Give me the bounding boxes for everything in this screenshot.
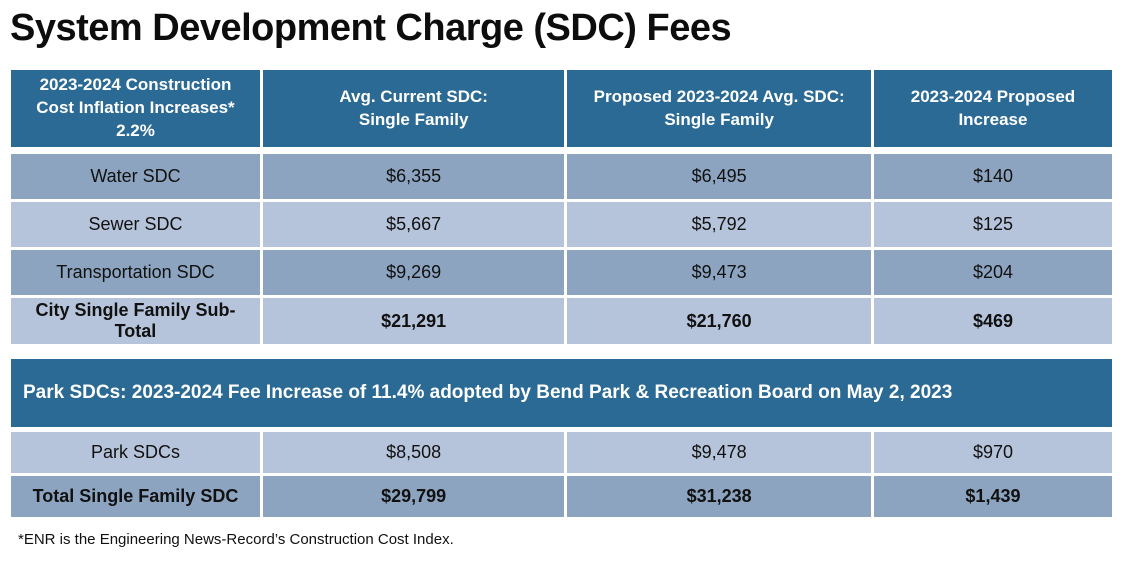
header-line: Increase	[958, 109, 1028, 129]
header-cell-current-sdc: Avg. Current SDC: Single Family	[262, 70, 565, 152]
proposed-sdc-value: $21,760	[567, 298, 871, 345]
row-label: Park SDCs	[11, 432, 260, 474]
table-row-park-sdcs: Park SDCs $8,508 $9,478 $970	[11, 432, 1112, 474]
proposed-sdc-value: $9,478	[567, 432, 871, 474]
header-line: Single Family	[664, 109, 774, 129]
header-line: 2023-2024 Proposed	[910, 86, 1076, 106]
increase-value: $140	[873, 154, 1112, 200]
current-sdc-value: $21,291	[262, 298, 565, 345]
increase-value: $469	[873, 298, 1112, 345]
table-row-total-single-family: Total Single Family SDC $29,799 $31,238 …	[11, 476, 1112, 518]
slide: System Development Charge (SDC) Fees 202…	[0, 4, 1123, 561]
table-row-water-sdc: Water SDC $6,355 $6,495 $140	[11, 154, 1112, 200]
header-line: Single Family	[358, 109, 469, 129]
row-label: Water SDC	[11, 154, 260, 200]
header-line: Cost Inflation Increases*	[36, 98, 235, 118]
park-sdc-table: Park SDCs $8,508 $9,478 $970 Total Singl…	[8, 429, 1115, 520]
table-header-row: 2023-2024 Construction Cost Inflation In…	[11, 70, 1112, 152]
proposed-sdc-value: $5,792	[567, 202, 871, 248]
enr-footnote: *ENR is the Engineering News-Record’s Co…	[18, 531, 454, 549]
current-sdc-value: $29,799	[262, 476, 565, 518]
header-cell-inflation: 2023-2024 Construction Cost Inflation In…	[11, 70, 260, 152]
page-title: System Development Charge (SDC) Fees	[10, 7, 732, 49]
increase-value: $970	[873, 432, 1112, 474]
header-line: Avg. Current SDC:	[339, 86, 488, 106]
increase-value: $204	[873, 250, 1112, 296]
row-label: Total Single Family SDC	[11, 476, 260, 518]
current-sdc-value: $5,667	[262, 202, 565, 248]
proposed-sdc-value: $6,495	[567, 154, 871, 200]
table-row-city-subtotal: City Single Family Sub-Total $21,291 $21…	[11, 298, 1112, 345]
sdc-fees-table: 2023-2024 Construction Cost Inflation In…	[8, 67, 1115, 347]
park-sdc-banner: Park SDCs: 2023-2024 Fee Increase of 11.…	[11, 359, 1112, 428]
proposed-sdc-value: $31,238	[567, 476, 871, 518]
header-cell-proposed-sdc: Proposed 2023-2024 Avg. SDC: Single Fami…	[567, 70, 871, 152]
content-area: 2023-2024 Construction Cost Inflation In…	[8, 67, 1115, 548]
row-label: City Single Family Sub-Total	[11, 298, 260, 345]
header-line: Proposed 2023-2024 Avg. SDC:	[593, 86, 845, 106]
row-label: Sewer SDC	[11, 202, 260, 248]
header-line: 2.2%	[116, 121, 155, 141]
table-row-transportation-sdc: Transportation SDC $9,269 $9,473 $204	[11, 250, 1112, 296]
increase-value: $1,439	[873, 476, 1112, 518]
current-sdc-value: $8,508	[262, 432, 565, 474]
current-sdc-value: $6,355	[262, 154, 565, 200]
header-cell-proposed-increase: 2023-2024 Proposed Increase	[873, 70, 1112, 152]
row-label: Transportation SDC	[11, 250, 260, 296]
proposed-sdc-value: $9,473	[567, 250, 871, 296]
increase-value: $125	[873, 202, 1112, 248]
table-row-sewer-sdc: Sewer SDC $5,667 $5,792 $125	[11, 202, 1112, 248]
current-sdc-value: $9,269	[262, 250, 565, 296]
header-line: 2023-2024 Construction	[39, 75, 232, 95]
